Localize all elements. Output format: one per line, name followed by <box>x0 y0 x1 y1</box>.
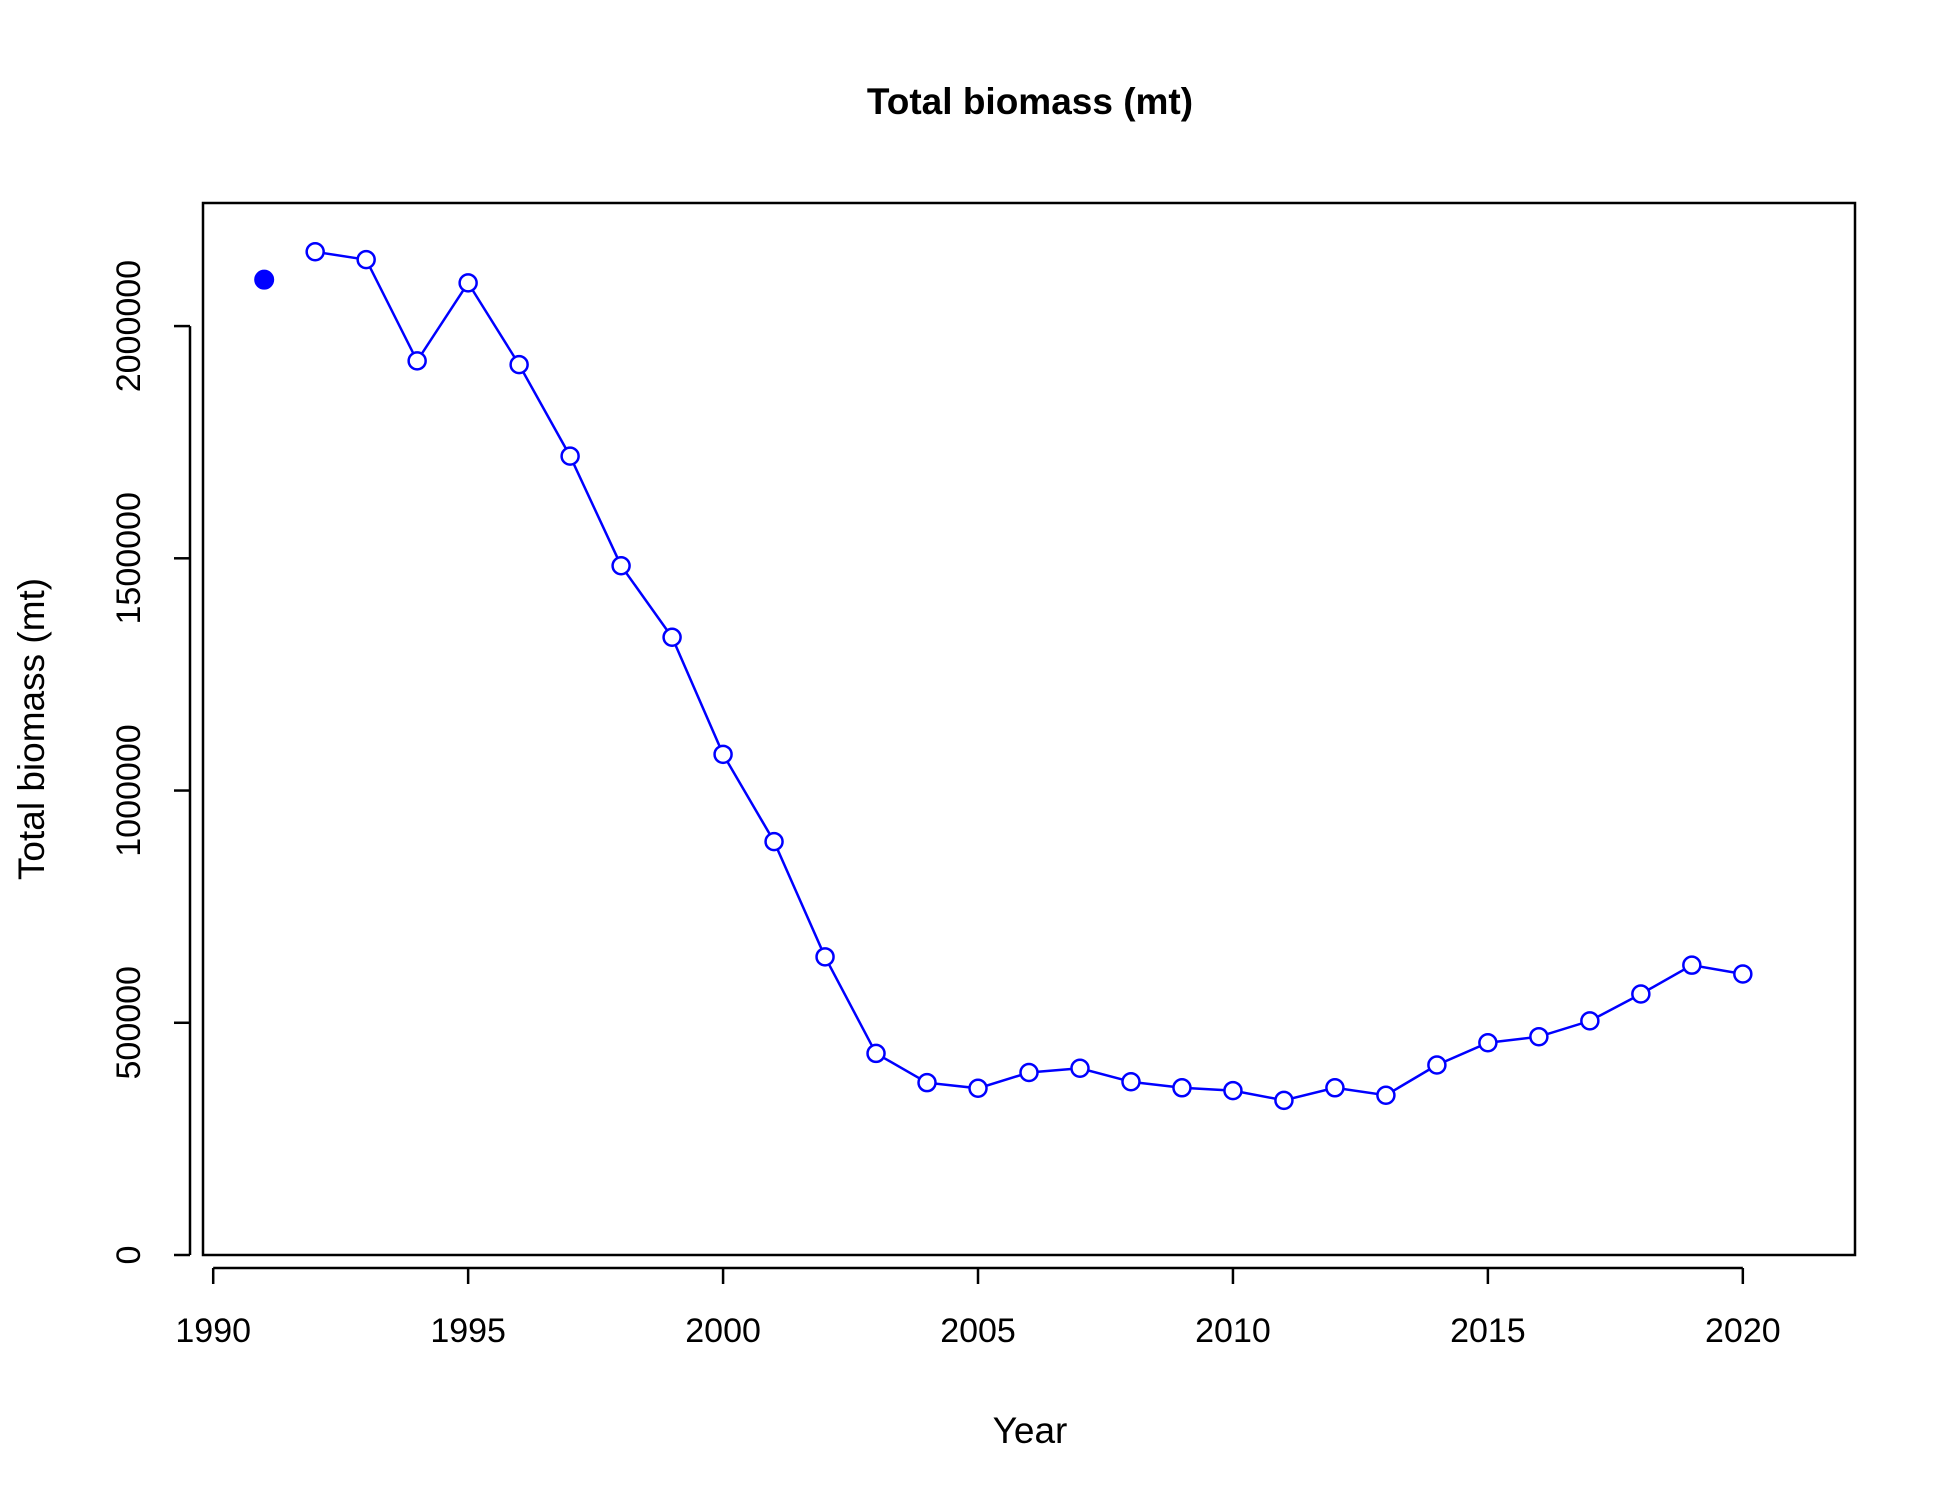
x-axis: 1990 1995 2000 2005 2010 2015 2020 <box>175 1266 1781 1350</box>
data-point <box>356 249 376 270</box>
x-tick-label: 2015 <box>1450 1312 1526 1350</box>
data-point <box>1580 1011 1600 1031</box>
data-point <box>815 947 835 967</box>
x-axis-label: Year <box>993 1410 1068 1451</box>
data-point <box>1631 984 1651 1004</box>
x-tick-label: 2000 <box>685 1312 761 1350</box>
y-tick-label: 1000000 <box>110 724 148 856</box>
series-line <box>315 250 1744 1102</box>
y-tick-label: 1500000 <box>110 492 148 624</box>
y-tick-label: 2000000 <box>110 260 148 392</box>
y-tick-label: 0 <box>110 1246 148 1265</box>
data-point <box>1070 1058 1090 1079</box>
data-point <box>1427 1055 1447 1075</box>
data-point <box>1325 1078 1345 1098</box>
data-point <box>509 354 529 375</box>
data-point <box>1478 1032 1498 1053</box>
data-point <box>1274 1090 1294 1111</box>
data-point <box>1172 1078 1192 1098</box>
data-point <box>1529 1026 1549 1047</box>
data-point <box>1376 1085 1396 1105</box>
y-tick-label: 500000 <box>110 966 148 1079</box>
data-point <box>662 627 682 648</box>
y-axis: 0 500000 1000000 1500000 2000000 <box>110 260 192 1265</box>
data-point <box>968 1078 988 1099</box>
data-point <box>560 446 580 466</box>
data-point <box>611 555 631 576</box>
data-point <box>1223 1080 1243 1101</box>
x-tick-label: 1995 <box>430 1312 506 1350</box>
plot-frame <box>201 201 1857 1257</box>
data-point <box>713 744 733 765</box>
data-point <box>305 242 325 262</box>
initial-data-point <box>254 269 275 290</box>
x-tick-label: 1990 <box>175 1312 251 1350</box>
data-point <box>1733 964 1753 984</box>
data-point <box>1121 1072 1141 1092</box>
chart-title: Total biomass (mt) <box>867 81 1193 122</box>
x-tick-label: 2005 <box>940 1312 1016 1350</box>
y-axis-label: Total biomass (mt) <box>11 578 52 880</box>
data-point <box>764 831 784 852</box>
data-point <box>1019 1062 1039 1083</box>
data-point <box>458 273 478 293</box>
series-layer <box>254 242 1753 1111</box>
x-tick-label: 2020 <box>1705 1312 1781 1350</box>
x-tick-label: 2010 <box>1195 1312 1271 1350</box>
data-point <box>917 1072 937 1093</box>
data-point <box>407 351 427 371</box>
data-point <box>866 1043 886 1064</box>
data-point <box>1682 955 1702 975</box>
